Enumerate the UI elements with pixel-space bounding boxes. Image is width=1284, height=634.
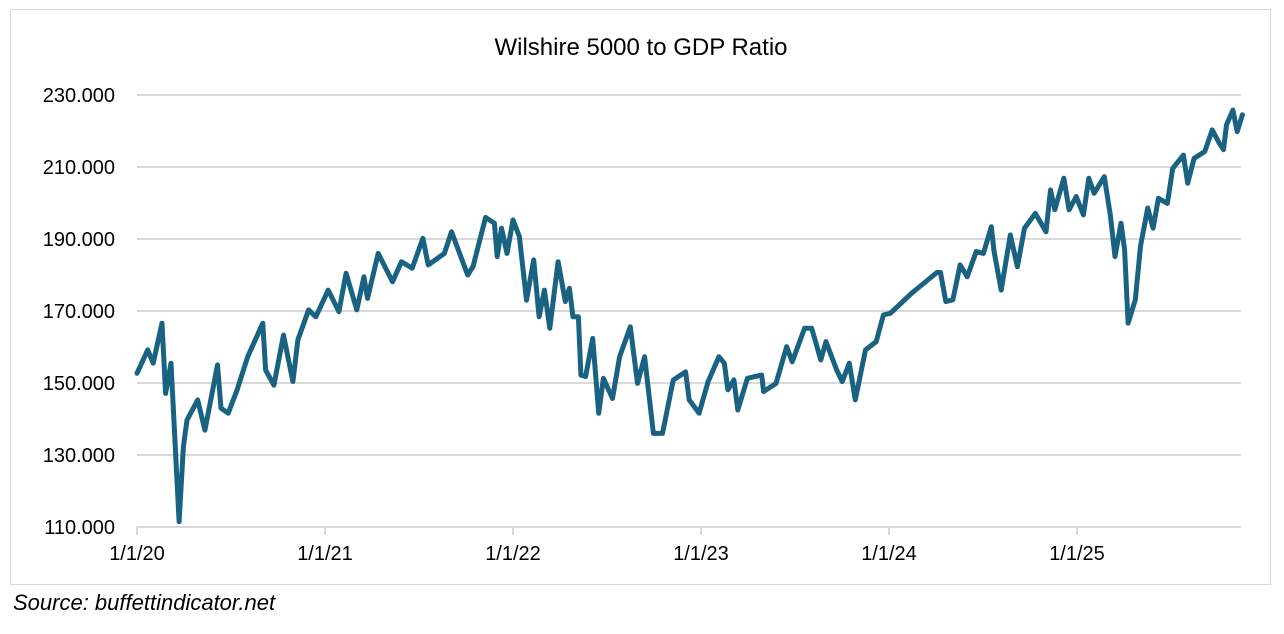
x-tick-label: 1/1/25 [1049,543,1105,565]
series-line [134,107,1245,525]
x-tick-label: 1/1/22 [485,543,541,565]
y-tick-label: 150.000 [43,373,115,395]
y-tick-label: 190.000 [43,229,115,251]
x-tick-label: 1/1/24 [861,543,917,565]
y-tick-label: 110.000 [44,517,115,539]
chart-frame [10,9,1271,585]
x-tick-label: 1/1/23 [673,543,729,565]
y-axis: 110.000 130.000 150.000 170.000 190.000 210.0… [43,85,115,539]
y-tick-label: 170.000 [43,301,115,323]
series [134,107,1245,525]
gridlines [137,94,1241,528]
x-axis: 1/1/20 1/1/21 1/1/22 1/1/23 1/1/24 1/1/25 [109,527,1105,565]
chart-title: Wilshire 5000 to GDP Ratio [494,34,787,61]
source-note: Source: buffettindicator.net [13,590,276,615]
y-tick-label: 230.000 [43,85,115,107]
y-tick-label: 210.000 [43,157,115,179]
y-tick-label: 130.000 [43,445,115,467]
x-tick-label: 1/1/20 [109,543,165,565]
x-tick-label: 1/1/21 [297,543,353,565]
